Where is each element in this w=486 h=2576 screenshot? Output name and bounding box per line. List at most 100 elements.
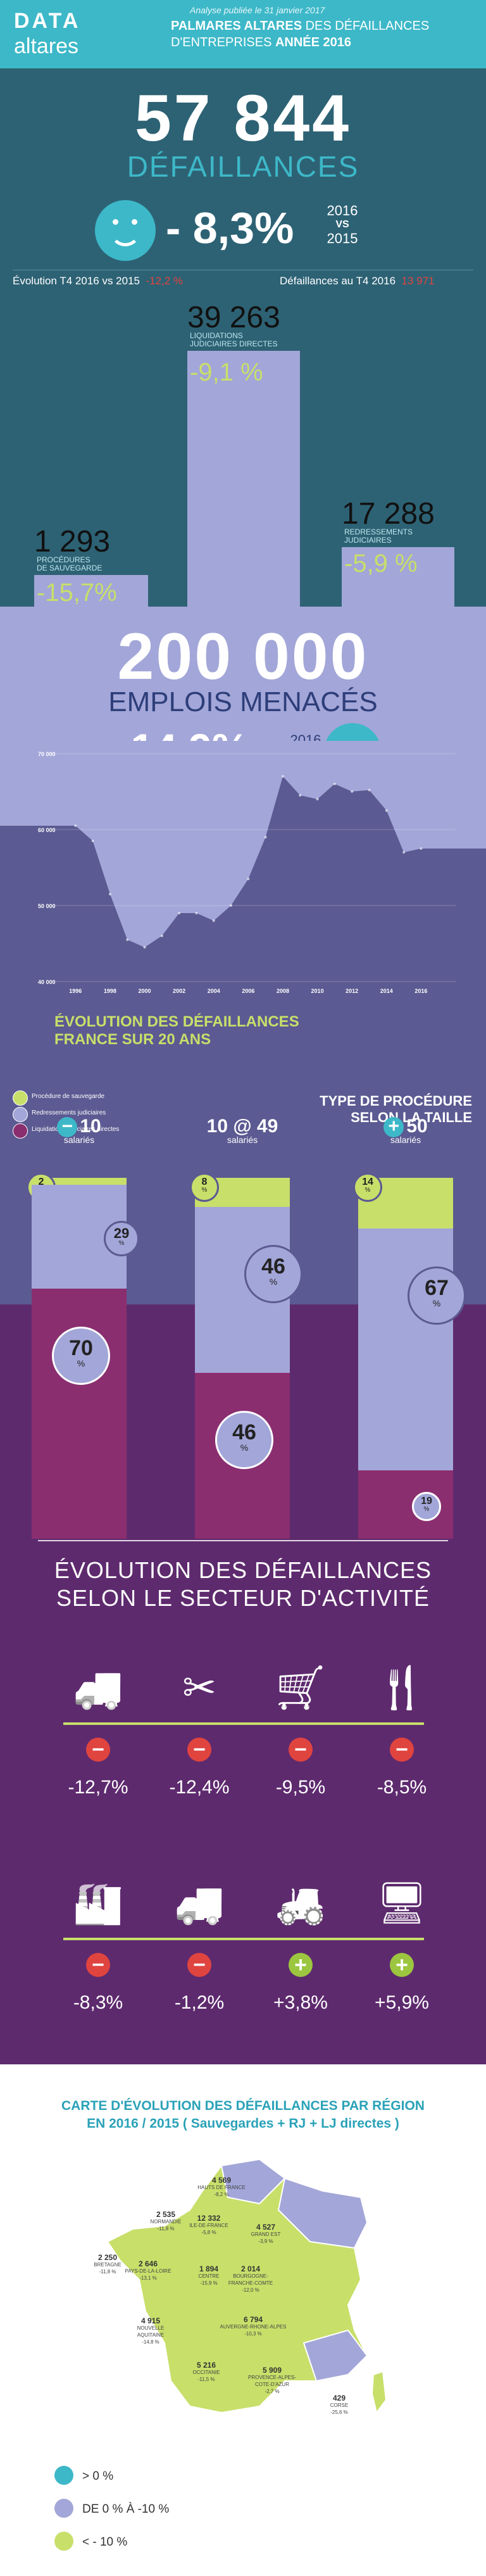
region-label: 1 894 CENTRE -15,9 % — [171, 2264, 247, 2287]
sector-evolution-value: -12,4% — [169, 1777, 230, 1798]
region-label: 6 794 AUVERGNE-RHONE-ALPES -10,3 % — [215, 2316, 291, 2337]
size-pct-sign: % — [269, 1276, 278, 1287]
region-name: PROVENCE-ALPES- COTE-D'AZUR — [247, 2375, 297, 2387]
logo-top: DATA — [14, 9, 81, 33]
sauvegarde-label: PROCÉDURES DE SAUVEGARDE — [37, 555, 103, 572]
map-title: CARTE D'ÉVOLUTION DES DÉFAILLANCES PAR R… — [61, 2099, 425, 2131]
sauvegarde-evolution: -15,7% — [37, 579, 117, 607]
delivery-truck-icon: 🚚 — [174, 1880, 225, 1926]
x-tick-label: 1998 — [104, 988, 116, 994]
x-tick-label: 2008 — [277, 988, 289, 994]
region-count: 4 569 — [211, 2176, 232, 2185]
region-evolution: -15,9 % — [200, 2280, 218, 2286]
bar-sauvegarde — [34, 575, 148, 607]
data-point — [420, 847, 423, 850]
sector-evolution-value: -1,2% — [174, 1992, 225, 2013]
liquidations-evolution: -9,1 % — [190, 358, 263, 386]
data-point — [178, 912, 181, 914]
sector-evolution-value: +3,8% — [273, 1992, 328, 2013]
size-pct-value: 46 — [232, 1420, 256, 1444]
region-name: BRETAGNE — [94, 2262, 122, 2268]
region-label: 4 915 NOUVELLE AQUITAINE -14,8 % — [113, 2317, 189, 2346]
sector-evolution-value: -8,5% — [377, 1777, 427, 1798]
size-pct-label: 8% — [190, 1173, 219, 1202]
region-count: 2 535 — [156, 2210, 176, 2219]
minus-sign-icon: − — [187, 1953, 211, 1977]
published-date: Analyse publiée le 31 janvier 2017 — [190, 5, 325, 15]
bar-redressements — [342, 547, 454, 607]
report-title-line1: PALMARES ALTARES DES DÉFAILLANCES — [171, 19, 430, 33]
summary-panel: 57 844 DÉFAILLANCES - 8,3% 2016 VS 2015 … — [0, 68, 486, 296]
size-pct-sign: % — [118, 1240, 125, 1247]
data-point — [212, 919, 215, 922]
size-pct-label: 29% — [104, 1221, 139, 1257]
size-pct-value: 19 — [421, 1495, 432, 1506]
sector-title: ÉVOLUTION DES DÉFAILLANCES SELON LE SECT… — [54, 1557, 432, 1611]
region-count: 2 250 — [97, 2253, 118, 2262]
data-point — [247, 878, 250, 880]
size-pct-label: 19% — [412, 1491, 441, 1521]
data-point — [299, 794, 302, 797]
data-point — [316, 798, 319, 800]
sector-top-divider — [38, 1540, 448, 1541]
map-legend-swatch — [54, 2532, 73, 2551]
size-pct-value: 70 — [69, 1335, 93, 1360]
region-name: NOUVELLE AQUITAINE — [137, 2325, 165, 2338]
size-pct-sign: % — [423, 1505, 430, 1513]
data-point — [385, 809, 388, 812]
x-tick-label: 2016 — [414, 988, 427, 994]
paca-shape — [302, 2329, 368, 2382]
size-pct-sign: % — [364, 1187, 371, 1194]
region-evolution: -3,9 % — [258, 2238, 273, 2244]
size-group-label: −10 — [25, 1116, 133, 1137]
data-point — [91, 840, 94, 842]
year-compare: 2016 VS 2015 — [327, 204, 358, 246]
size-pct-value: 8 — [201, 1177, 208, 1187]
region-name: BOURGOGNE- FRANCHE-COMTE — [228, 2273, 273, 2286]
data-point — [230, 904, 233, 907]
size-pct-label: 46% — [215, 1410, 273, 1469]
redressements-value: 17 288 — [342, 497, 435, 531]
total-failures-label: DÉFAILLANCES — [127, 150, 359, 183]
region-label: 2 535 NORMANDIE -11,8 % — [128, 2211, 204, 2232]
legend-swatch — [13, 1090, 28, 1106]
region-count: 5 909 — [262, 2366, 282, 2375]
fork-knife-icon: 🍴 — [377, 1665, 427, 1710]
region-evolution: -25,6 % — [330, 2409, 348, 2415]
minus-sign-icon: − — [86, 1953, 110, 1977]
size-title: TYPE DE PROCÉDURE SELON LA TAILLE — [320, 1093, 472, 1125]
minus-sign-icon: − — [390, 1738, 414, 1762]
size-group-header: −10 salariés — [25, 1116, 133, 1145]
grand-est-shape — [277, 2177, 368, 2249]
region-name: CENTRE — [198, 2273, 220, 2279]
header: DATA altares Analyse publiée le 31 janvi… — [0, 0, 486, 68]
x-tick-label: 2004 — [208, 988, 220, 994]
size-pct-label: 46% — [244, 1244, 302, 1303]
france-region-map — [106, 2158, 387, 2415]
region-evolution: -14,8 % — [142, 2339, 159, 2345]
region-evolution: -11,5 % — [197, 2377, 215, 2382]
region-evolution: -13,1 % — [139, 2275, 157, 2281]
data-point — [126, 938, 129, 941]
region-name: CORSE — [330, 2402, 349, 2408]
legend-label: Procédure de sauvegarde — [32, 1093, 105, 1100]
region-name: NORMANDIE — [150, 2219, 182, 2225]
region-name: ILE-DE-FRANCE — [189, 2223, 228, 2228]
size-pct-label: 14% — [353, 1173, 382, 1202]
size-panel: TYPE DE PROCÉDURE SELON LA TAILLE Procéd… — [0, 1076, 486, 1539]
redressements-label: REDRESSEMENTS JUDICIAIRES — [344, 527, 413, 545]
region-evolution: -11,8 % — [157, 2226, 175, 2232]
minus-icon: − — [57, 1117, 78, 1137]
x-tick-label: 2010 — [311, 988, 324, 994]
map-legend-label: DE 0 % À -10 % — [82, 2503, 170, 2516]
jobs-value: 200 000 — [117, 620, 369, 693]
region-name: HAUTS DE FRANCE — [197, 2185, 246, 2190]
region-count: 1 894 — [199, 2264, 219, 2273]
data-point — [368, 788, 371, 792]
data-point — [143, 946, 146, 949]
logo-bottom: altares — [14, 34, 79, 58]
plus-sign-icon: + — [289, 1953, 313, 1977]
size-group-sub: salariés — [390, 1135, 421, 1145]
y-tick-label: 50 000 — [38, 903, 56, 909]
map-panel: CARTE D'ÉVOLUTION DES DÉFAILLANCES PAR R… — [0, 2064, 486, 2576]
